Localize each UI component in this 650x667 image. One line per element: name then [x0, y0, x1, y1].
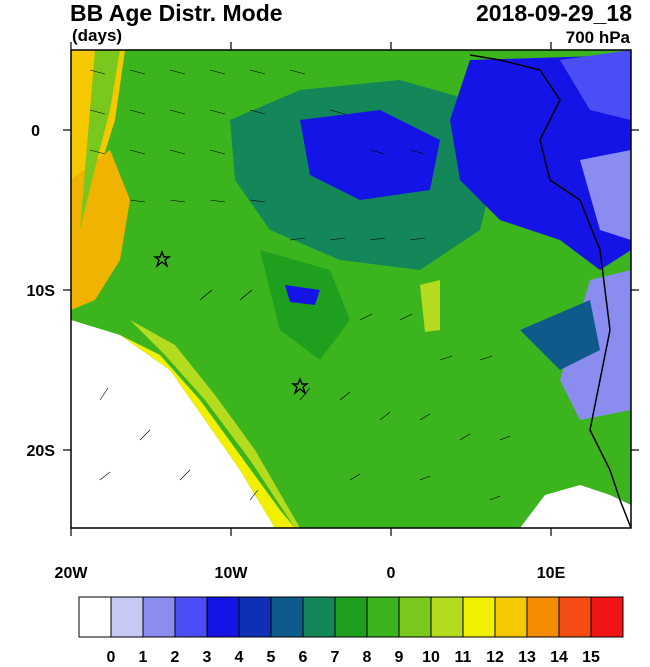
colorbar-swatch [430, 596, 464, 638]
age-field [71, 50, 631, 528]
plot-title: BB Age Distr. Mode [70, 0, 283, 26]
lon-label-10w: 10W [215, 565, 249, 582]
colorbar-swatch [238, 596, 272, 638]
colorbar-swatch [206, 596, 240, 638]
colorbar-tick-label: 2 [171, 649, 180, 666]
lon-label-20w: 20W [55, 565, 89, 582]
colorbar [78, 596, 624, 638]
colorbar-tick-label: 0 [107, 649, 116, 666]
units-label: (days) [72, 26, 123, 45]
colorbar-tick-label: 10 [422, 649, 440, 666]
lon-label-0: 0 [387, 565, 396, 582]
colorbar-swatch [366, 596, 400, 638]
colorbar-tick-label: 1 [139, 649, 148, 666]
lat-label-10s: 10S [27, 283, 56, 300]
colorbar-tick-label: 4 [235, 649, 244, 666]
colorbar-tick-label: 5 [267, 649, 276, 666]
colorbar-swatch [110, 596, 144, 638]
colorbar-swatch [270, 596, 304, 638]
colorbar-tick-label: 8 [363, 649, 372, 666]
colorbar-tick-label: 15 [582, 649, 600, 666]
plot-frame [70, 49, 632, 529]
colorbar-swatch [334, 596, 368, 638]
colorbar-swatch [462, 596, 496, 638]
colorbar-tick-label: 6 [299, 649, 308, 666]
colorbar-swatch [590, 596, 624, 638]
colorbar-swatch [302, 596, 336, 638]
colorbar-swatch [142, 596, 176, 638]
wind-barbs [89, 69, 511, 501]
colorbar-labels: 0 1 2 3 4 5 6 7 8 9 10 11 12 13 14 15 [107, 649, 600, 666]
lat-label-20s: 20S [27, 443, 56, 460]
star-marker-a [152, 250, 172, 269]
lat-label-0: 0 [31, 123, 40, 140]
colorbar-tick-label: 14 [550, 649, 568, 666]
colorbar-swatch [494, 596, 528, 638]
colorbar-tick-label: 13 [518, 649, 536, 666]
lon-ticks [70, 42, 552, 536]
plot-timestamp: 2018-09-29_18 [475, 0, 632, 26]
lon-label-10e: 10E [537, 565, 566, 582]
colorbar-tick-label: 12 [486, 649, 504, 666]
pressure-level-label: 700 hPa [565, 28, 630, 47]
colorbar-tick-label: 11 [455, 649, 472, 666]
colorbar-swatch [526, 596, 560, 638]
colorbar-swatch [174, 596, 208, 638]
star-marker-b [290, 377, 310, 396]
colorbar-tick-label: 7 [331, 649, 340, 666]
colorbar-swatch [398, 596, 432, 638]
lat-ticks [63, 129, 639, 451]
colorbar-swatch [558, 596, 592, 638]
colorbar-tick-label: 3 [203, 649, 212, 666]
colorbar-swatch [78, 596, 112, 638]
colorbar-tick-label: 9 [395, 649, 404, 666]
